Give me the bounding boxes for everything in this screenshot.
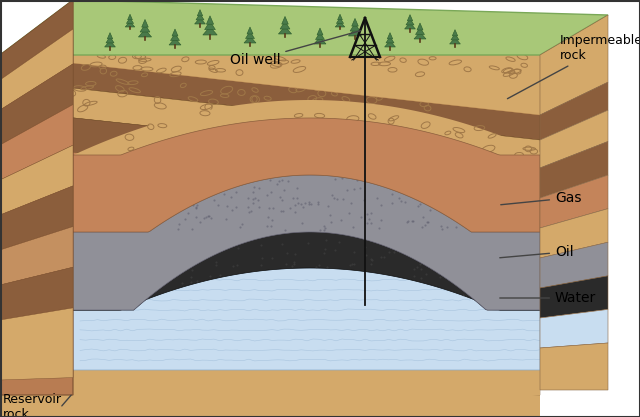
Polygon shape — [338, 14, 342, 20]
Polygon shape — [415, 28, 424, 35]
Polygon shape — [127, 14, 132, 20]
Polygon shape — [0, 145, 73, 215]
Polygon shape — [205, 21, 216, 30]
Polygon shape — [335, 21, 345, 27]
Polygon shape — [108, 33, 113, 39]
Polygon shape — [138, 29, 152, 37]
Polygon shape — [0, 186, 73, 250]
Polygon shape — [404, 23, 415, 29]
Polygon shape — [0, 55, 540, 115]
Polygon shape — [314, 37, 326, 44]
Polygon shape — [0, 55, 540, 417]
Polygon shape — [282, 16, 288, 24]
Polygon shape — [0, 226, 73, 285]
Polygon shape — [385, 41, 396, 47]
Polygon shape — [417, 23, 423, 30]
Polygon shape — [0, 0, 73, 395]
Polygon shape — [170, 33, 179, 40]
Polygon shape — [317, 28, 323, 35]
Polygon shape — [125, 21, 135, 27]
Polygon shape — [0, 80, 540, 168]
Text: Oil: Oil — [500, 245, 573, 259]
Polygon shape — [414, 32, 426, 39]
Polygon shape — [246, 32, 255, 38]
Polygon shape — [169, 38, 181, 45]
Polygon shape — [540, 15, 608, 115]
Polygon shape — [0, 145, 540, 228]
Polygon shape — [141, 20, 148, 27]
Polygon shape — [348, 28, 362, 36]
Text: Water: Water — [500, 291, 596, 305]
Text: Impermeable
rock: Impermeable rock — [508, 34, 640, 99]
Polygon shape — [0, 267, 73, 320]
Polygon shape — [337, 18, 344, 23]
Polygon shape — [0, 180, 540, 258]
Polygon shape — [278, 26, 292, 34]
Polygon shape — [0, 29, 73, 110]
Polygon shape — [195, 18, 205, 24]
Polygon shape — [386, 37, 394, 43]
Polygon shape — [540, 82, 608, 140]
Polygon shape — [540, 110, 608, 168]
Text: Gas: Gas — [500, 191, 582, 205]
Polygon shape — [540, 309, 608, 348]
Polygon shape — [280, 21, 290, 29]
Polygon shape — [0, 105, 73, 180]
Polygon shape — [0, 100, 540, 370]
Polygon shape — [451, 34, 459, 40]
Polygon shape — [540, 343, 608, 390]
Polygon shape — [0, 308, 73, 380]
Polygon shape — [0, 250, 540, 318]
Polygon shape — [203, 27, 217, 35]
Polygon shape — [316, 33, 324, 40]
Polygon shape — [106, 37, 114, 43]
Polygon shape — [0, 55, 540, 140]
Polygon shape — [540, 276, 608, 318]
Polygon shape — [540, 208, 608, 258]
Polygon shape — [540, 141, 608, 198]
Polygon shape — [0, 350, 540, 395]
Polygon shape — [0, 320, 540, 395]
Polygon shape — [0, 118, 540, 232]
Polygon shape — [0, 64, 73, 145]
Polygon shape — [387, 33, 393, 39]
Polygon shape — [540, 242, 608, 288]
Polygon shape — [450, 38, 460, 44]
Text: Oil well: Oil well — [230, 31, 360, 67]
Polygon shape — [406, 19, 414, 25]
Polygon shape — [452, 30, 458, 36]
Polygon shape — [407, 15, 413, 21]
Polygon shape — [247, 27, 253, 34]
Polygon shape — [140, 24, 150, 32]
Polygon shape — [0, 285, 540, 348]
Polygon shape — [206, 16, 214, 24]
Polygon shape — [0, 0, 608, 55]
Polygon shape — [350, 23, 360, 31]
Polygon shape — [196, 14, 204, 20]
Polygon shape — [0, 310, 540, 395]
Polygon shape — [352, 18, 358, 26]
Polygon shape — [0, 0, 73, 80]
Polygon shape — [0, 110, 540, 198]
Polygon shape — [244, 36, 256, 43]
Polygon shape — [0, 175, 540, 310]
Polygon shape — [197, 10, 203, 16]
Polygon shape — [104, 41, 115, 47]
Polygon shape — [0, 232, 540, 310]
Polygon shape — [127, 18, 134, 23]
Polygon shape — [0, 268, 540, 370]
Polygon shape — [172, 29, 178, 36]
Polygon shape — [540, 175, 608, 228]
Polygon shape — [0, 215, 540, 288]
Text: Reservoir
rock: Reservoir rock — [3, 393, 62, 417]
